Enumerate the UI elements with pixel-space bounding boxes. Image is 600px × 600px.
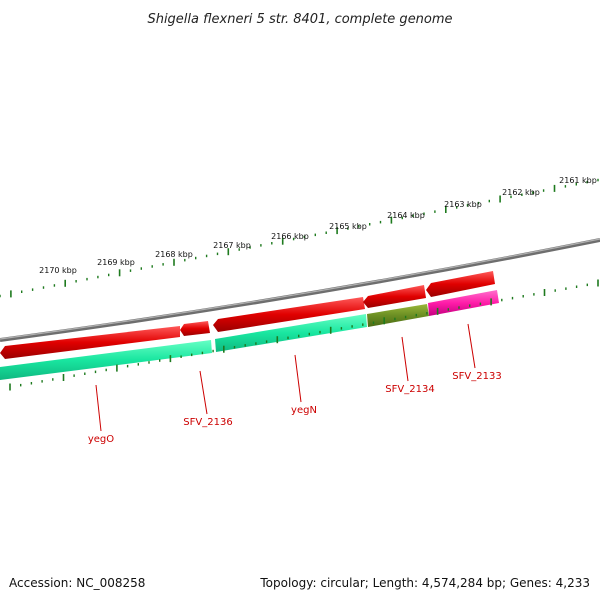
tick-label: 2170 kbp bbox=[39, 266, 77, 275]
gene-feature[interactable] bbox=[0, 340, 212, 380]
cds-feature[interactable] bbox=[426, 271, 495, 297]
gene-label[interactable]: yegO bbox=[88, 434, 114, 445]
gene-label[interactable]: yegN bbox=[291, 405, 317, 416]
backbone-ring bbox=[0, 238, 600, 342]
tick-label-group: 2161 kbp 2162 kbp 2163 kbp 2164 kbp 2165… bbox=[39, 176, 597, 275]
cds-feature[interactable] bbox=[363, 285, 426, 308]
leader-line bbox=[294, 354, 302, 403]
inner-tick-ring bbox=[9, 279, 599, 391]
tick-label: 2161 kbp bbox=[559, 176, 597, 185]
gene-label[interactable]: SFV_2133 bbox=[452, 371, 501, 382]
gene-feature[interactable] bbox=[367, 304, 429, 327]
leader-line bbox=[95, 384, 102, 432]
backbone-ring-highlight bbox=[0, 238, 600, 340]
genome-summary: Topology: circular; Length: 4,574,284 bp… bbox=[259, 576, 590, 590]
map-title: Shigella flexneri 5 str. 8401, complete … bbox=[147, 12, 452, 27]
leader-line bbox=[467, 323, 476, 369]
tick-label: 2166 kbp bbox=[271, 232, 309, 241]
tick-label: 2169 kbp bbox=[97, 258, 135, 267]
gene-label[interactable]: SFV_2134 bbox=[385, 384, 434, 395]
outer-tick-ring bbox=[0, 178, 599, 298]
cds-feature[interactable] bbox=[180, 321, 210, 336]
tick-label: 2163 kbp bbox=[444, 200, 482, 209]
cds-feature[interactable] bbox=[0, 326, 180, 359]
tick-label: 2167 kbp bbox=[213, 241, 251, 250]
gene-feature-group bbox=[0, 290, 499, 380]
gene-label[interactable]: SFV_2136 bbox=[183, 417, 232, 428]
leader-line bbox=[199, 370, 208, 415]
accession-label: Accession: NC_008258 bbox=[9, 576, 145, 590]
gene-label-leaders bbox=[95, 323, 476, 432]
gene-feature[interactable] bbox=[215, 314, 367, 352]
tick-label: 2168 kbp bbox=[155, 250, 193, 259]
cds-feature[interactable] bbox=[213, 297, 365, 332]
tick-label: 2165 kbp bbox=[329, 222, 367, 231]
leader-line bbox=[401, 336, 409, 382]
gene-feature[interactable] bbox=[428, 290, 499, 316]
tick-label: 2164 kbp bbox=[387, 211, 425, 220]
tick-label: 2162 kbp bbox=[502, 188, 540, 197]
cds-feature-group bbox=[0, 271, 495, 359]
gene-label-group: yegO SFV_2136 yegN SFV_2134 SFV_2133 bbox=[88, 371, 502, 445]
